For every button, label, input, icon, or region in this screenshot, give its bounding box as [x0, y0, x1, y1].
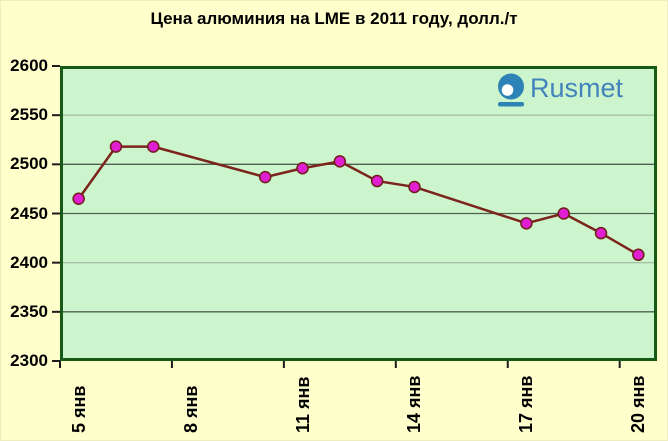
y-axis-label: 2400 — [10, 252, 48, 272]
rusmet-logo-text: Rusmet — [530, 73, 624, 103]
x-axis-label: 14 янв — [404, 375, 425, 433]
x-axis-label: 11 янв — [292, 376, 313, 433]
x-axis-label: 20 янв — [628, 375, 649, 433]
y-axis-label: 2500 — [10, 154, 48, 174]
data-point — [520, 217, 533, 230]
y-axis-label: 2300 — [10, 351, 48, 370]
x-axis-label: 17 янв — [516, 375, 537, 433]
x-axis-label: 8 янв — [180, 385, 201, 433]
data-point — [147, 140, 160, 153]
data-point — [258, 170, 272, 184]
rusmet-circle-icon — [498, 73, 524, 107]
data-point — [296, 162, 309, 175]
rusmet-logo: Rusmet — [494, 70, 623, 110]
data-point — [72, 192, 85, 205]
data-point — [370, 174, 384, 188]
x-axis-label: 5 янв — [68, 385, 89, 433]
data-point — [408, 180, 421, 194]
y-axis-label: 2600 — [10, 56, 48, 75]
data-point — [632, 248, 645, 262]
chart-title: Цена алюминия на LME в 2011 году, долл./… — [150, 9, 518, 28]
data-point — [109, 140, 123, 153]
plot-border — [60, 66, 657, 361]
data-point — [557, 207, 570, 220]
y-axis-label: 2450 — [10, 203, 48, 223]
y-axis-label: 2550 — [10, 105, 48, 125]
data-point — [594, 226, 608, 240]
data-point — [333, 155, 347, 168]
y-axis-label: 2350 — [10, 301, 48, 321]
